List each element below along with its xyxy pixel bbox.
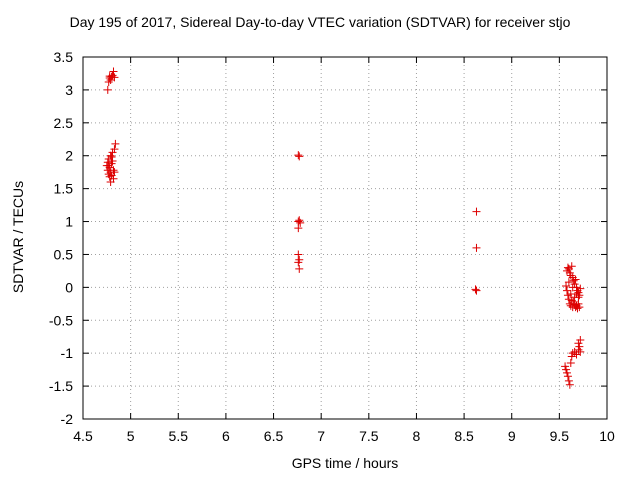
data-point bbox=[568, 349, 577, 358]
data-point bbox=[111, 139, 120, 148]
data-point bbox=[296, 218, 305, 227]
x-axis-label: GPS time / hours bbox=[291, 455, 399, 471]
chart-title: Day 195 of 2017, Sidereal Day-to-day VTE… bbox=[69, 14, 571, 30]
data-point bbox=[295, 152, 304, 161]
data-point bbox=[295, 264, 304, 273]
data-point bbox=[566, 359, 575, 368]
x-tick-label: 6 bbox=[222, 428, 230, 444]
y-tick-label: -2 bbox=[61, 411, 74, 427]
data-point bbox=[571, 275, 580, 284]
data-point bbox=[575, 303, 584, 312]
data-point bbox=[110, 73, 119, 82]
y-tick-label: -0.5 bbox=[49, 312, 73, 328]
y-tick-label: 0 bbox=[65, 279, 73, 295]
data-point bbox=[109, 166, 118, 175]
data-point bbox=[106, 151, 115, 160]
y-tick-label: -1.5 bbox=[49, 378, 73, 394]
y-tick-label: 3 bbox=[65, 82, 73, 98]
data-point bbox=[566, 271, 575, 280]
y-tick-label: -1 bbox=[61, 345, 74, 361]
data-point bbox=[472, 243, 481, 252]
data-point bbox=[575, 342, 584, 351]
data-point bbox=[576, 336, 585, 345]
data-point bbox=[562, 365, 571, 374]
grid-layer bbox=[83, 57, 607, 419]
data-point bbox=[563, 372, 572, 381]
data-point bbox=[105, 72, 114, 81]
y-tick-label: 1.5 bbox=[54, 181, 74, 197]
data-point bbox=[103, 85, 112, 94]
y-tick-label: 2 bbox=[65, 148, 73, 164]
x-tick-label: 5.5 bbox=[169, 428, 189, 444]
data-points bbox=[102, 67, 585, 389]
y-tick-label: 0.5 bbox=[54, 246, 74, 262]
data-point bbox=[104, 161, 113, 170]
y-tick-label: 2.5 bbox=[54, 115, 74, 131]
data-point bbox=[108, 148, 117, 157]
data-point bbox=[568, 283, 577, 292]
data-point bbox=[564, 278, 573, 287]
x-tick-label: 5 bbox=[127, 428, 135, 444]
data-point bbox=[294, 151, 303, 160]
x-tick-label: 6.5 bbox=[264, 428, 284, 444]
x-tick-label: 10 bbox=[599, 428, 615, 444]
data-point bbox=[106, 178, 115, 187]
x-tick-label: 8.5 bbox=[454, 428, 474, 444]
data-point bbox=[294, 224, 303, 233]
data-point bbox=[105, 172, 114, 181]
y-tick-label: 3.5 bbox=[54, 49, 74, 65]
data-point bbox=[294, 258, 303, 267]
data-point bbox=[109, 67, 118, 76]
data-point bbox=[562, 368, 571, 377]
x-tick-label: 9 bbox=[508, 428, 516, 444]
x-tick-label: 8 bbox=[413, 428, 421, 444]
data-point bbox=[576, 284, 585, 293]
data-point bbox=[565, 380, 574, 389]
data-point bbox=[574, 339, 583, 348]
data-point bbox=[471, 285, 480, 294]
data-point bbox=[573, 304, 582, 313]
plot-frame bbox=[82, 56, 608, 420]
data-point bbox=[107, 153, 116, 162]
data-point bbox=[562, 286, 571, 295]
x-tick-label: 7 bbox=[317, 428, 325, 444]
data-point bbox=[294, 250, 303, 259]
data-point bbox=[472, 207, 481, 216]
data-point bbox=[570, 280, 579, 289]
data-point bbox=[561, 362, 570, 371]
y-tick-label: 1 bbox=[65, 214, 73, 230]
data-point bbox=[110, 145, 119, 154]
data-point bbox=[574, 293, 583, 302]
data-point bbox=[576, 347, 585, 356]
data-point bbox=[564, 376, 573, 385]
data-point bbox=[567, 352, 576, 361]
data-point bbox=[104, 78, 113, 87]
data-point bbox=[108, 156, 117, 165]
data-point bbox=[567, 262, 576, 271]
tick-layer: 4.5 5 5.5 6 6.5 7 7.5 8 8.5 9 9.5 10 -2 -1.5 -1 -0.5 0 0.… bbox=[49, 49, 615, 444]
data-point bbox=[110, 168, 119, 177]
x-tick-label: 4.5 bbox=[73, 428, 93, 444]
x-tick-label: 7.5 bbox=[359, 428, 379, 444]
data-point bbox=[103, 158, 112, 167]
data-point bbox=[472, 286, 481, 295]
x-tick-label: 9.5 bbox=[550, 428, 570, 444]
data-point bbox=[572, 289, 581, 298]
data-point bbox=[569, 276, 578, 285]
data-point bbox=[563, 263, 572, 272]
